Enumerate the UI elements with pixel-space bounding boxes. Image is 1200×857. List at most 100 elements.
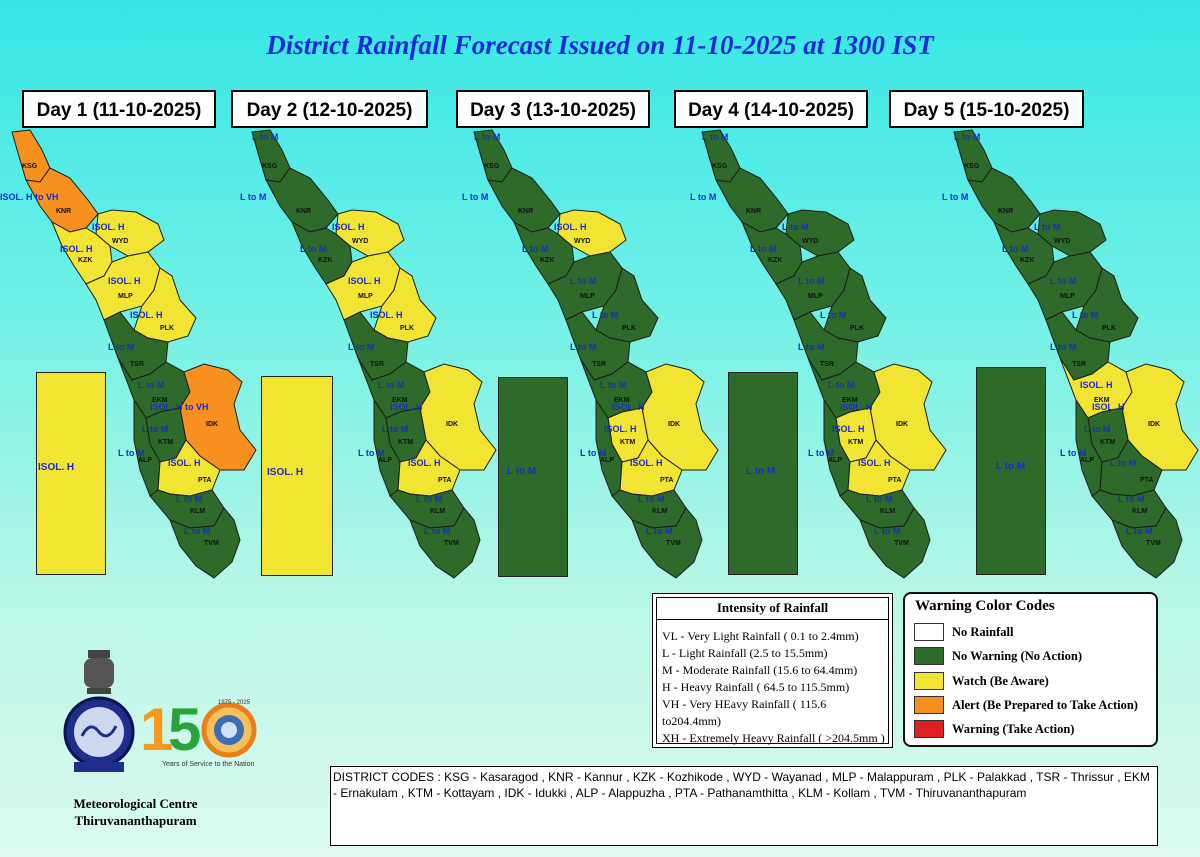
- warning-label: Watch (Be Aware): [952, 674, 1049, 688]
- forecast-label-kzk: L to M: [522, 244, 548, 254]
- district-code-idk: IDK: [1148, 421, 1160, 428]
- forecast-label-ksg: L to M: [702, 132, 728, 142]
- warning-label: Warning (Take Action): [952, 722, 1075, 736]
- district-code-kzk: KZK: [78, 257, 92, 264]
- district-code-tvm: TVM: [666, 540, 681, 547]
- forecast-label-klm: L to M: [866, 494, 892, 504]
- district-code-ksg: KSG: [964, 163, 980, 170]
- day-2-island-block: [261, 376, 333, 576]
- district-code-ekm: EKM: [614, 397, 630, 404]
- district-code-ksg: KSG: [22, 163, 38, 170]
- day-3-header: Day 3 (13-10-2025): [456, 90, 650, 128]
- forecast-label-ekm: L to M: [138, 380, 164, 390]
- district-tvm: [859, 507, 931, 579]
- day-1-island-label: ISOL. H: [38, 462, 75, 473]
- day-3-map: KSG KNR WYD KZK MLP PLK TSR EKM IDK KTM ALP PTA KLM T…: [462, 129, 719, 579]
- intensity-row: M - Moderate Rainfall (15.6 to 64.4mm): [662, 663, 858, 677]
- forecast-label-idk: ISOL. H: [840, 402, 873, 412]
- centre-line-1: Meteorological Centre: [73, 796, 198, 811]
- district-code-tsr: TSR: [370, 361, 384, 368]
- forecast-label-wyd: ISOL. H: [332, 222, 365, 232]
- district-code-plk: PLK: [622, 325, 636, 332]
- forecast-label-plk: ISOL. H: [370, 310, 403, 320]
- forecast-label-tsr: L to M: [570, 342, 596, 352]
- day-3-island-label: L to M: [507, 466, 537, 477]
- color-swatch: [914, 720, 944, 738]
- forecast-label-mlp: L to M: [798, 276, 824, 286]
- forecast-label-klm: L to M: [638, 494, 664, 504]
- district-code-knr: KNR: [296, 208, 311, 215]
- district-code-wyd: WYD: [574, 238, 590, 245]
- day-4-header: Day 4 (14-10-2025): [674, 90, 868, 128]
- forecast-label-tsr: L to M: [1050, 342, 1076, 352]
- day-1-map: KSG KNR WYD KZK MLP PLK TSR EKM IDK KTM ALP PTA KLM T…: [0, 129, 257, 579]
- forecast-label-idk: ISOL. H to VH: [150, 402, 209, 412]
- district-code-knr: KNR: [998, 208, 1013, 215]
- forecast-label-plk: ISOL. H: [130, 310, 163, 320]
- day-2-header: Day 2 (12-10-2025): [231, 90, 428, 128]
- intensity-row: L - Light Rainfall (2.5 to 15.5mm): [662, 646, 828, 660]
- day-2-island-label: ISOL. H: [267, 467, 304, 478]
- district-code-ekm: EKM: [152, 397, 168, 404]
- district-code-alp: ALP: [600, 457, 614, 464]
- district-code-plk: PLK: [850, 325, 864, 332]
- forecast-label-pta: ISOL. H: [408, 458, 441, 468]
- intensity-row: VL - Very Light Rainfall ( 0.1 to 2.4mm): [662, 629, 859, 643]
- district-code-ksg: KSG: [262, 163, 278, 170]
- intensity-row: XH - Extremely Heavy Rainfall ( >204.5mm…: [662, 731, 885, 745]
- forecast-label-idk: ISOL. H: [1092, 402, 1125, 412]
- district-code-knr: KNR: [56, 208, 71, 215]
- district-code-tvm: TVM: [204, 540, 219, 547]
- forecast-label-ksg: L to M: [474, 132, 500, 142]
- forecast-label-ksg: L to M: [252, 132, 278, 142]
- district-codes-box: DISTRICT CODES : KSG - Kasaragod , KNR -…: [330, 766, 1158, 846]
- forecast-label-knr: L to M: [690, 192, 716, 202]
- district-code-tsr: TSR: [820, 361, 834, 368]
- intensity-legend: Intensity of Rainfall VL - Very Light Ra…: [652, 593, 893, 748]
- warning-legend-title: Warning Color Codes: [915, 598, 1055, 614]
- district-ksg: [11, 129, 51, 183]
- district-code-mlp: MLP: [1060, 293, 1075, 300]
- forecast-label-wyd: L to M: [782, 222, 808, 232]
- day-1-island-block: [36, 372, 106, 575]
- forecast-label-wyd: ISOL. H: [554, 222, 587, 232]
- district-code-knr: KNR: [518, 208, 533, 215]
- district-code-ksg: KSG: [484, 163, 500, 170]
- district-code-idk: IDK: [446, 421, 458, 428]
- forecast-label-ktm: L to M: [382, 424, 408, 434]
- forecast-label-pta: ISOL. H: [168, 458, 201, 468]
- forecast-label-kzk: L to M: [300, 244, 326, 254]
- warning-label: Alert (Be Prepared to Take Action): [952, 698, 1138, 712]
- forecast-label-tsr: L to M: [348, 342, 374, 352]
- district-code-plk: PLK: [1102, 325, 1116, 332]
- district-code-alp: ALP: [138, 457, 152, 464]
- forecast-label-tsr: L to M: [798, 342, 824, 352]
- svg-text:1: 1: [140, 696, 173, 763]
- forecast-label-mlp: L to M: [570, 276, 596, 286]
- svg-text:5: 5: [168, 696, 201, 763]
- forecast-label-alp: L to M: [118, 448, 144, 458]
- district-code-tsr: TSR: [592, 361, 606, 368]
- district-maps: KSG KNR WYD KZK MLP PLK TSR EKM IDK KTM ALP PTA KLM T…: [0, 129, 1199, 579]
- forecast-label-ekm: L to M: [828, 380, 854, 390]
- district-code-pta: PTA: [660, 477, 673, 484]
- district-code-plk: PLK: [160, 325, 174, 332]
- district-code-ktm: KTM: [158, 439, 173, 446]
- forecast-label-mlp: ISOL. H: [108, 276, 141, 286]
- forecast-label-ktm: ISOL. H: [604, 424, 637, 434]
- intensity-title: Intensity of Rainfall: [657, 598, 888, 620]
- forecast-label-klm: L to M: [176, 494, 202, 504]
- district-code-mlp: MLP: [580, 293, 595, 300]
- color-swatch: [914, 647, 944, 665]
- district-code-tvm: TVM: [444, 540, 459, 547]
- forecast-label-knr: L to M: [240, 192, 266, 202]
- forecast-label-mlp: ISOL. H: [348, 276, 381, 286]
- day-1-header: Day 1 (11-10-2025): [22, 90, 216, 128]
- forecast-label-plk: L to M: [1072, 310, 1098, 320]
- forecast-label-ksg: L to M: [954, 132, 980, 142]
- district-code-kzk: KZK: [1020, 257, 1034, 264]
- forecast-label-wyd: L to M: [1034, 222, 1060, 232]
- imd-emblem-icon: [63, 650, 135, 772]
- forecast-label-tvm: L to M: [646, 526, 672, 536]
- district-code-klm: KLM: [430, 508, 445, 515]
